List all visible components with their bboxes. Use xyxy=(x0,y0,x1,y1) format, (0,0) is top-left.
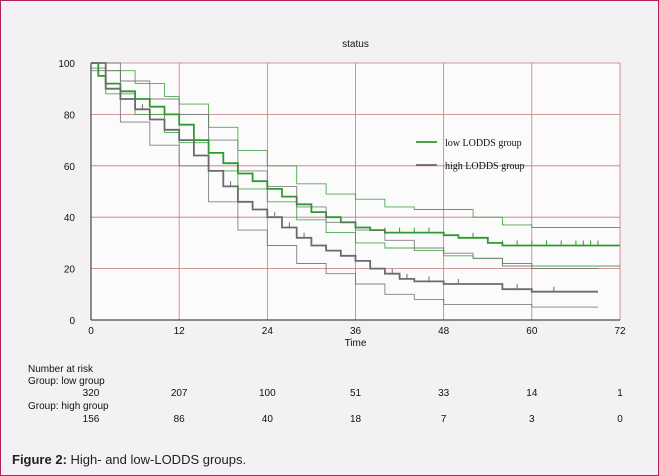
risk-count: 14 xyxy=(526,388,538,399)
y-tick-label: 60 xyxy=(64,162,76,173)
high-ci-upper-line xyxy=(91,62,598,270)
risk-count: 40 xyxy=(262,414,274,425)
risk-count: 86 xyxy=(174,414,186,425)
caption-text: High- and low-LODDS groups. xyxy=(66,452,247,467)
y-tick-label: 20 xyxy=(64,265,76,276)
risk-count: 33 xyxy=(438,388,450,399)
high-legend-label: high LODDS group xyxy=(445,161,524,172)
x-axis-label: Time xyxy=(345,338,367,349)
risk-table-title: Number at risk xyxy=(28,364,94,375)
low-ci-upper-line xyxy=(91,62,620,228)
risk-count: 1 xyxy=(617,388,623,399)
y-tick-label: 100 xyxy=(58,59,75,70)
risk-count: 207 xyxy=(171,388,188,399)
risk-count: 7 xyxy=(441,414,447,425)
risk-count: 0 xyxy=(617,414,623,425)
y-tick-label: 0 xyxy=(69,316,75,327)
y-tick-label: 40 xyxy=(64,213,76,224)
risk-count: 100 xyxy=(259,388,276,399)
x-tick-label: 36 xyxy=(350,326,362,337)
risk-group-label: Group: low group xyxy=(28,376,105,387)
risk-group-label: Group: high group xyxy=(28,401,109,412)
high-ci-lower-line xyxy=(91,70,598,308)
y-tick-label: 80 xyxy=(64,110,76,121)
low-survival-line xyxy=(91,62,620,247)
risk-count: 3 xyxy=(529,414,535,425)
risk-count: 320 xyxy=(83,388,100,399)
risk-count: 51 xyxy=(350,388,362,399)
x-tick-label: 72 xyxy=(614,326,626,337)
x-tick-label: 48 xyxy=(438,326,450,337)
x-tick-label: 60 xyxy=(526,326,538,337)
low-legend-label: low LODDS group xyxy=(445,138,522,149)
x-tick-label: 12 xyxy=(174,326,186,337)
x-tick-label: 0 xyxy=(88,326,94,337)
caption-label: Figure 2: xyxy=(12,452,67,467)
chart-title: status xyxy=(342,39,369,50)
risk-count: 18 xyxy=(350,414,362,425)
figure-caption: Figure 2: High- and low-LODDS groups. xyxy=(12,452,246,467)
risk-count: 156 xyxy=(83,414,100,425)
x-tick-label: 24 xyxy=(262,326,274,337)
